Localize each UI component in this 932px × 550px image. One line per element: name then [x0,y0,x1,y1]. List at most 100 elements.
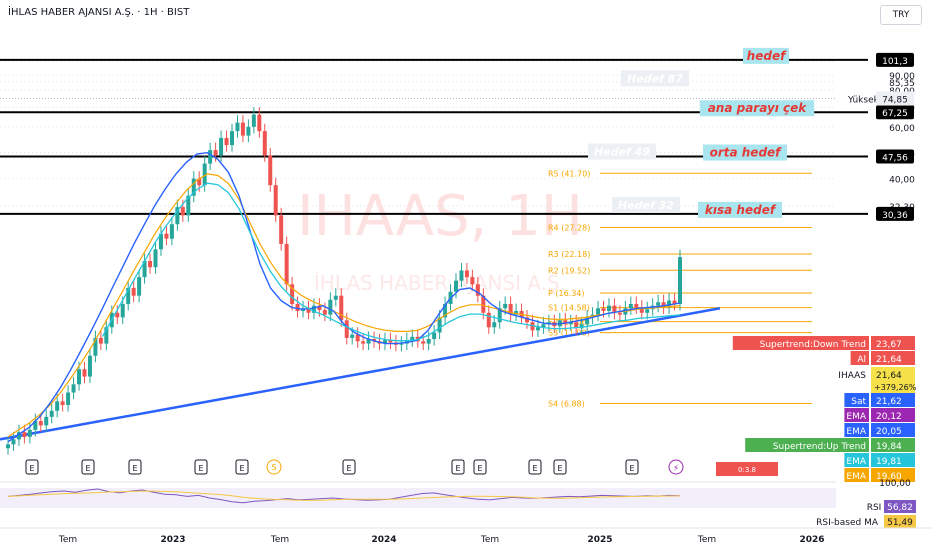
badge-value: 19,60 [876,472,902,482]
rsi-label: RSI [867,503,882,513]
pivot-label: S1 (14.58) [548,304,590,313]
candle-body [535,327,540,331]
pivot-label: P (16.34) [548,289,585,298]
badge-label: Supertrend:Down Trend [760,340,866,350]
candle-body [585,317,590,325]
candle-body [158,233,163,250]
candle-body [361,341,366,344]
pivot-label: R5 (41.70) [548,169,590,178]
badge-label-bg [832,367,869,381]
badge-value: 23,67 [876,340,902,350]
annotation-box [703,144,787,161]
candle-body [492,322,497,328]
pivot-label: R3 (22.18) [548,250,590,259]
annotation-box [699,100,815,117]
candle-body [328,299,333,315]
badge-label-bg [844,468,869,482]
earnings-marker [473,459,487,475]
candle-body [246,126,251,136]
candle-body [240,122,245,136]
candle-body [230,131,234,146]
candle-body [339,295,344,321]
candle-body [290,284,295,304]
candle-body [262,131,267,156]
level-badge [876,105,914,120]
earnings-marker-label: E [85,464,90,473]
candle-body [421,341,426,344]
candle-body [333,295,338,300]
candle-body [126,287,131,304]
candle-body [530,322,535,331]
badge-value-bg [871,468,915,482]
candle-body [60,401,65,406]
earnings-marker [194,459,208,475]
candle-body [317,305,322,311]
earnings-marker [451,459,465,475]
currency-button[interactable]: TRY [880,5,922,25]
earnings-marker [342,459,356,475]
annotation-box [743,47,789,64]
badge-value: 19,84 [876,442,902,452]
high-value: 74,85 [882,96,908,106]
candle-body [426,339,431,344]
earnings-marker [81,459,95,475]
annotation-text: ana parayı çek [708,101,808,115]
y-tick-label: 40,00 [889,176,915,186]
candle-body [202,163,207,186]
candle-body [634,303,639,308]
candle-body [197,178,202,186]
candle-body [639,307,644,313]
high-badge [876,91,914,106]
candle-body [661,302,666,308]
candle-body [606,305,611,311]
candle-body [27,429,32,437]
candle-body [443,303,448,318]
ema-slow-line [7,173,681,438]
candle-body [87,355,92,377]
candle-body [470,277,475,285]
trend-line [0,307,721,441]
badge-label-bg [844,423,869,437]
x-tick-label: 2026 [799,535,824,545]
candle-body [350,334,355,338]
pivot-label: S4 (6.88) [548,400,585,409]
badge-label: Supertrend:Up Trend [773,442,866,452]
candle-body [175,207,180,225]
candle-body [82,369,87,377]
target-note-box [621,70,689,87]
level-badge [876,52,914,67]
candle-body [104,327,109,344]
flag-box [716,462,778,476]
candle-body [153,249,158,268]
candle-body [98,337,103,344]
badge-label-bg [745,438,869,452]
high-label: Yüksek [847,96,880,106]
candle-body [311,305,316,313]
candle-body [11,439,16,445]
rsi-ma-value: 51,49 [887,518,913,528]
candle-body [601,308,606,311]
candle-body [486,312,491,328]
earnings-marker-label: E [532,464,537,473]
candle-body [16,432,21,440]
badge-value: 20,12 [876,412,902,422]
annotation-text: hedef [747,49,787,63]
rsi-label-bg [866,500,882,513]
pivot-label: S3 (11.98) [548,329,590,338]
x-tick-label: Tem [58,535,77,545]
candle-body [503,303,508,309]
badge-value: 21,64 [876,355,902,365]
candle-body [169,224,174,239]
badge-value: 19,81 [876,457,902,467]
rsi-ma-line [7,490,681,501]
candle-body [432,332,437,340]
badge-label-bg [732,336,869,350]
badge-value-bg [871,438,915,452]
split-marker-label: S [271,463,276,472]
badge-label: IHAAS [838,371,866,381]
rsi-ma-value-bg [884,515,916,528]
candle-body [224,137,229,146]
level-badge [876,206,914,221]
